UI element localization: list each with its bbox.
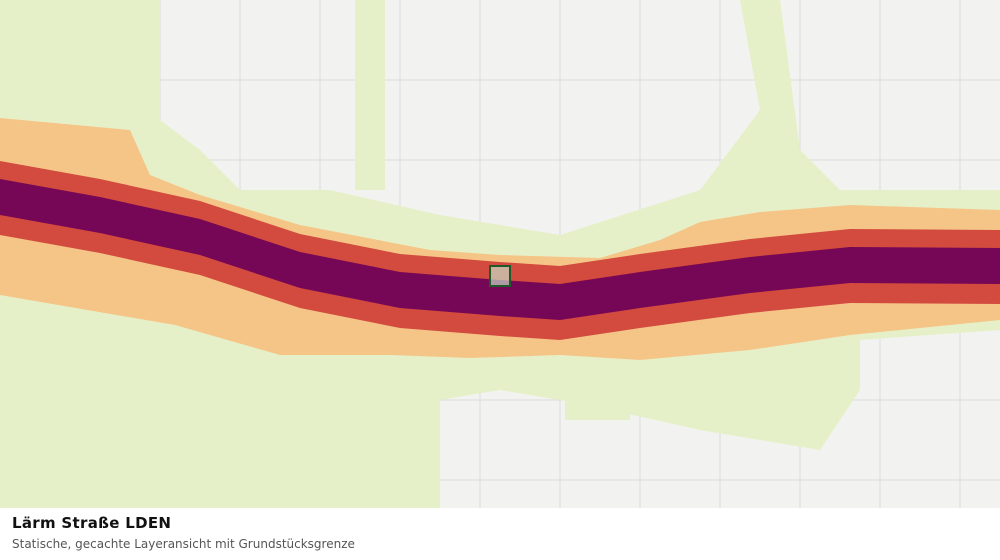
layer-subtitle: Statische, gecachte Layeransicht mit Gru… (12, 537, 355, 551)
layer-title: Lärm Straße LDEN (12, 514, 172, 532)
noise-zone-high (0, 161, 1000, 340)
info-panel: Lärm Straße LDEN Statische, gecachte Lay… (0, 508, 1000, 560)
noise-zone-very-high (0, 179, 1000, 320)
parcel-boundary (489, 265, 511, 287)
